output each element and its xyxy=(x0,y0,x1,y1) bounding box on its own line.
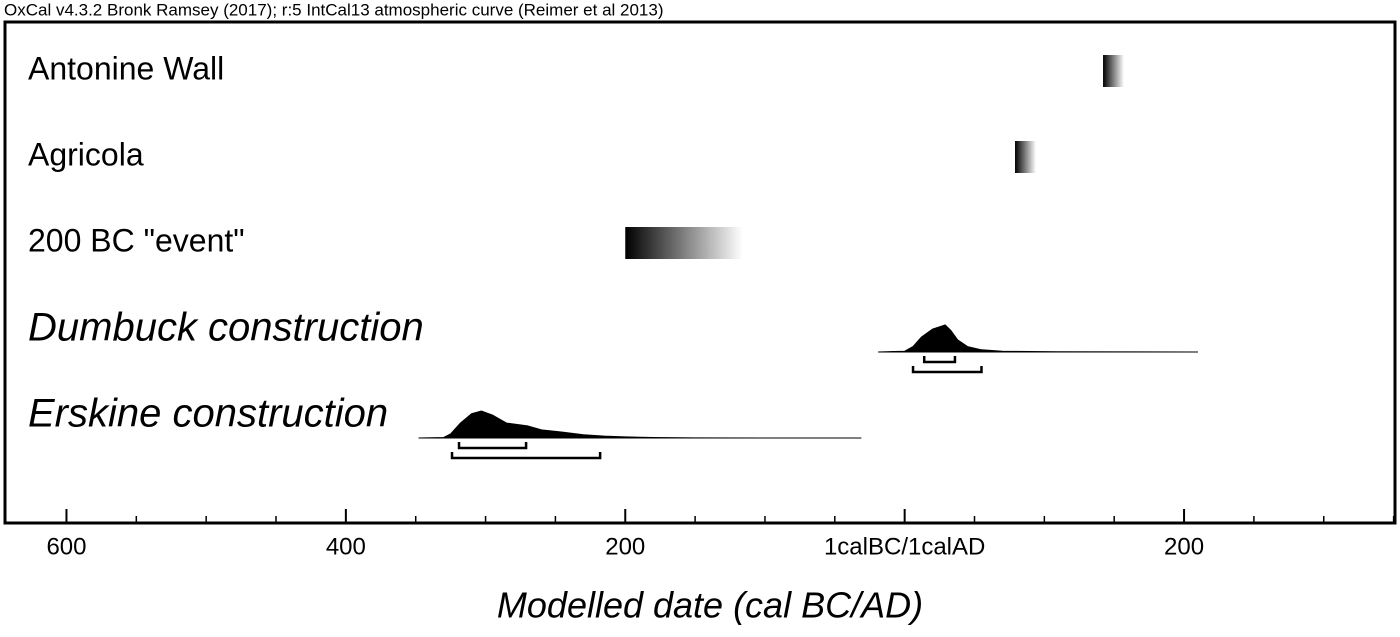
range-box xyxy=(1103,55,1124,87)
row-label: Dumbuck construction xyxy=(28,306,424,350)
x-tick-label: 600 xyxy=(46,533,86,560)
header: OxCal v4.3.2 Bronk Ramsey (2017); r:5 In… xyxy=(4,0,664,19)
hpd-range xyxy=(450,452,602,460)
plot-frame xyxy=(3,20,1397,525)
range-box xyxy=(1015,141,1036,173)
hpd-range xyxy=(911,366,983,374)
row-label: Antonine Wall xyxy=(28,50,224,86)
row-label: 200 BC "event" xyxy=(28,222,245,258)
x-tick-label: 1calBC/1calAD xyxy=(824,533,985,560)
x-axis-label: Modelled date (cal BC/AD) xyxy=(497,585,923,626)
range-box xyxy=(625,227,743,259)
x-tick-label: 400 xyxy=(326,533,366,560)
hpd-range xyxy=(457,442,528,450)
distribution xyxy=(418,410,862,439)
hpd-range xyxy=(922,356,957,364)
row-label: Agricola xyxy=(28,136,144,172)
x-tick-label: 200 xyxy=(605,533,645,560)
row-label: Erskine construction xyxy=(28,392,388,436)
x-tick-label: 200 xyxy=(1164,533,1204,560)
distribution xyxy=(878,324,1199,353)
